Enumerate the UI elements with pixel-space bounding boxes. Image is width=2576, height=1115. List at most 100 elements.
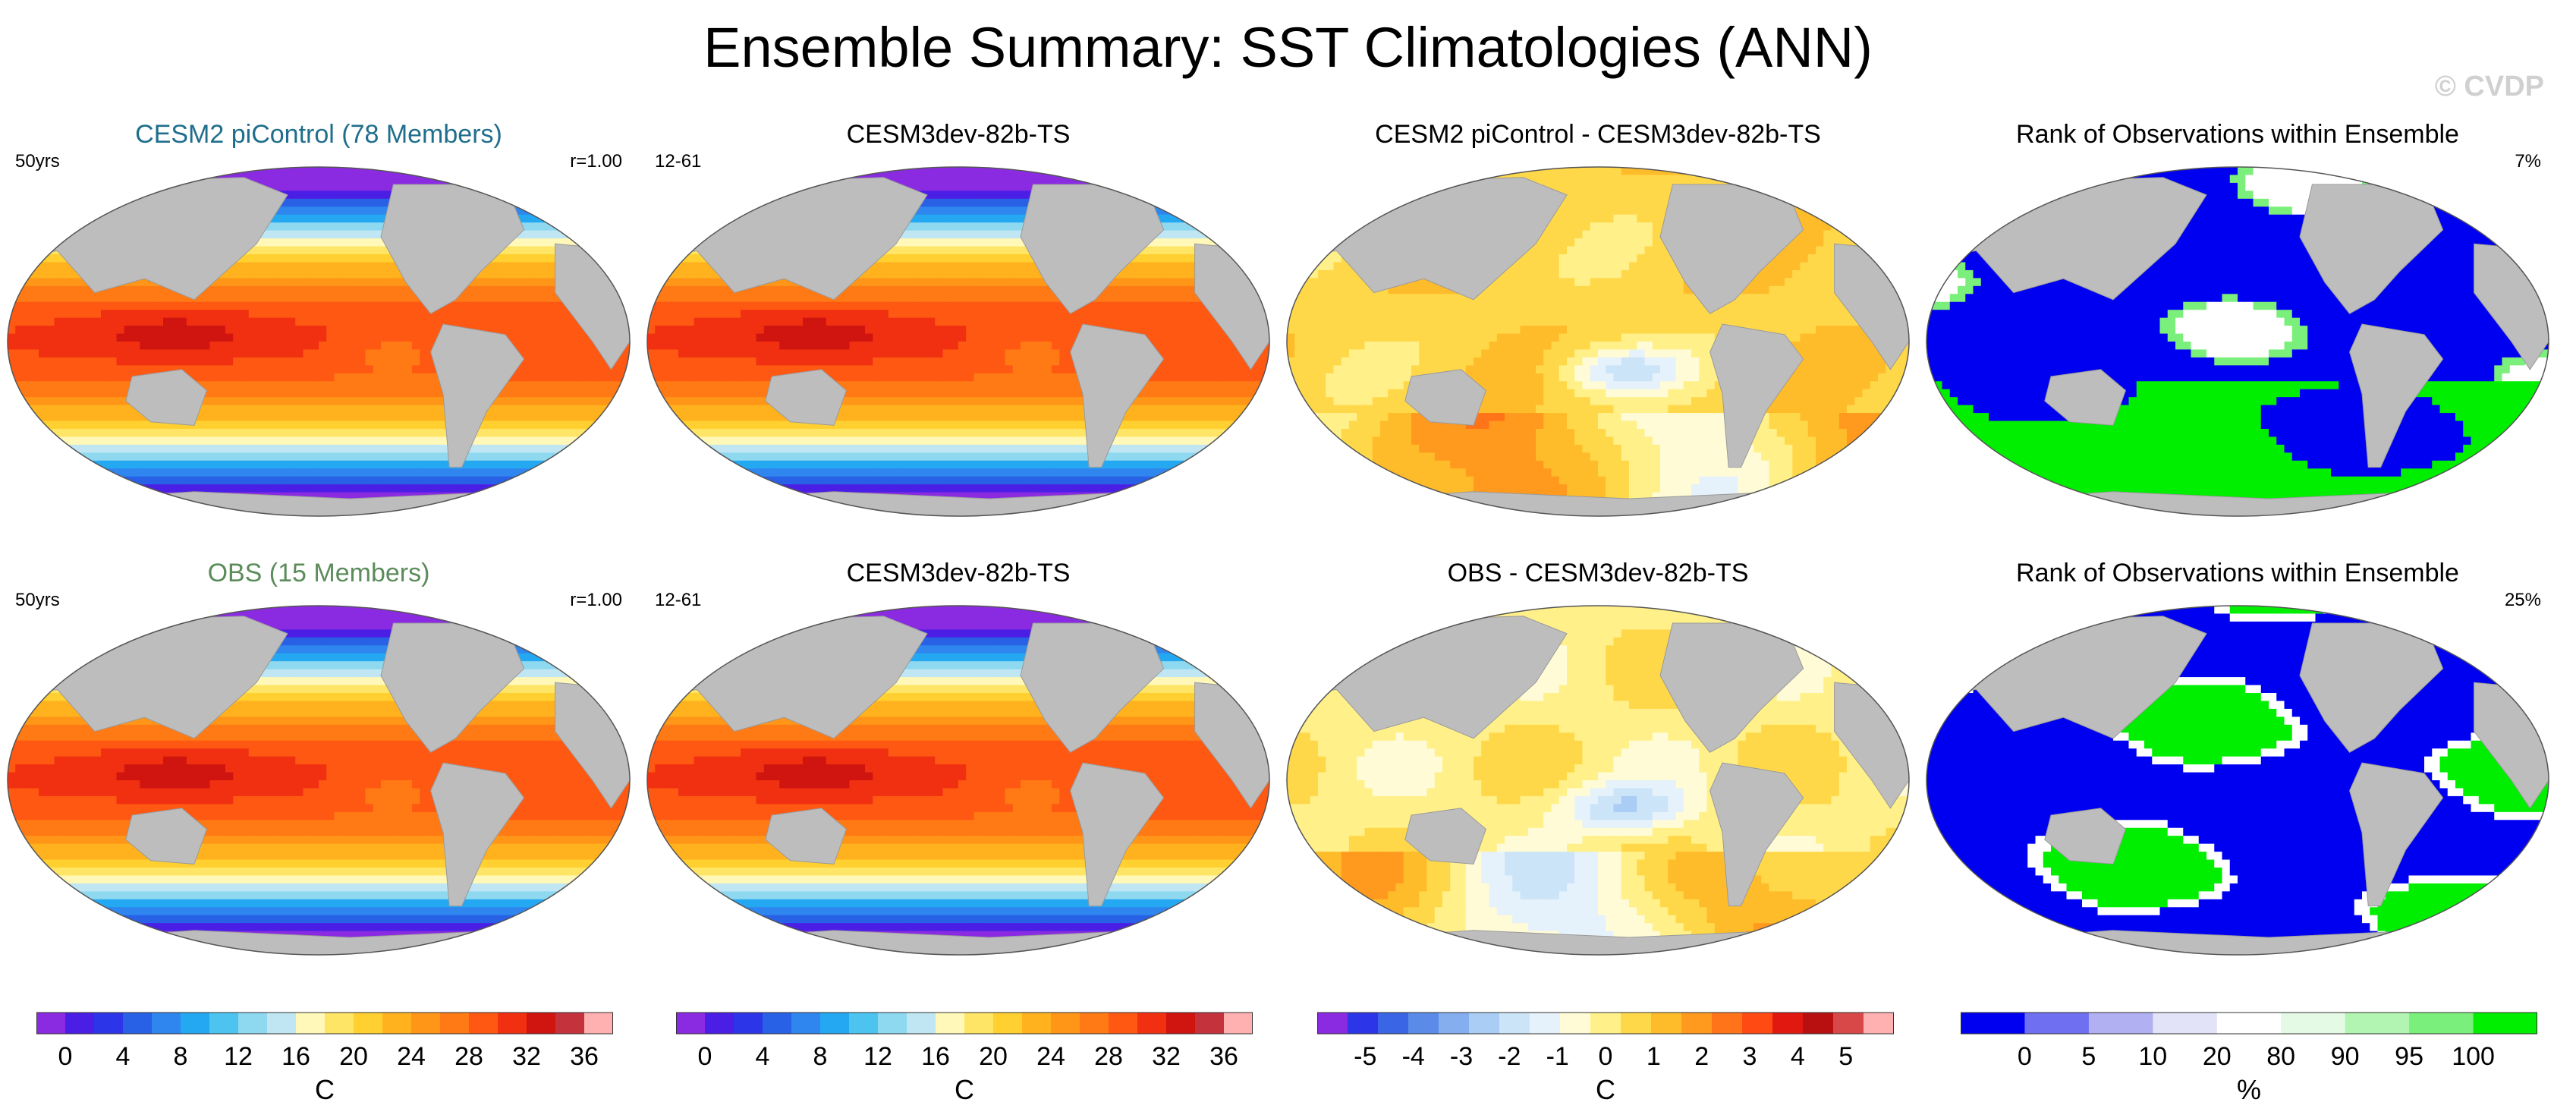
colorbar-box	[555, 1013, 585, 1034]
colorbar-box	[152, 1013, 181, 1034]
map-obs	[7, 605, 631, 956]
colorbar-tick-label: 12	[224, 1041, 253, 1072]
colorbar-box	[584, 1013, 613, 1034]
greenland-land	[2442, 612, 2500, 648]
colorbar-tick-label: 8	[813, 1041, 828, 1072]
colorbar-box	[1499, 1013, 1530, 1034]
australia-land	[765, 808, 847, 865]
panel-correlation-label: r=1.00	[570, 589, 622, 612]
colorbar-box	[993, 1013, 1023, 1034]
colorbar-box	[1742, 1013, 1773, 1034]
panel-cesm3dev-top: CESM3dev-82b-TS 12-61	[640, 114, 1277, 539]
australia-land	[2044, 369, 2126, 426]
colorbar-box	[1681, 1013, 1713, 1034]
colorbar-tick-label: 3	[1743, 1041, 1757, 1072]
colorbar-box	[1560, 1013, 1591, 1034]
colorbar-tick-label: 5	[2081, 1041, 2096, 1072]
panel-difference-bottom: OBS - CESM3dev-82b-TS	[1279, 553, 1917, 978]
colorbar-box	[1109, 1013, 1138, 1034]
map-diff-bottom	[1286, 605, 1910, 956]
map-cesm2-picontrol	[7, 166, 631, 517]
colorbar-box	[849, 1013, 879, 1034]
australia-land	[1404, 369, 1486, 426]
map-outline	[1286, 166, 1910, 517]
australia-land	[2044, 808, 2126, 865]
panel-title: CESM3dev-82b-TS	[640, 557, 1277, 589]
colorbar-tick-label: -2	[1498, 1041, 1521, 1072]
map-outline	[7, 605, 631, 956]
panel-years-label: 50yrs	[15, 150, 60, 173]
greenland-land	[1162, 173, 1221, 209]
colorbar-rank: % 0 5 10 20 80 90 95 100	[1961, 1009, 2537, 1108]
south-america-land	[2349, 762, 2444, 907]
colorbar-tick-label: -4	[1402, 1041, 1425, 1072]
colorbar-box	[1166, 1013, 1196, 1034]
colorbar-box	[1137, 1013, 1167, 1034]
colorbar-tick-label: 10	[2138, 1041, 2167, 1072]
cvdp-watermark: © CVDP	[2435, 70, 2544, 103]
panel-title: OBS - CESM3dev-82b-TS	[1279, 557, 1917, 589]
colorbar-tick-label: 4	[756, 1041, 770, 1072]
colorbar-tick-label: 4	[116, 1041, 131, 1072]
colorbar-box	[354, 1013, 383, 1034]
greenland-land	[1802, 173, 1860, 209]
colorbar-box	[2281, 1013, 2346, 1034]
colorbar-box	[1833, 1013, 1864, 1034]
colorbar-boxes	[676, 1012, 1253, 1035]
colorbar-tick-label: 1	[1647, 1041, 1661, 1072]
colorbar-box	[676, 1013, 706, 1034]
colorbar-tick-label: 0	[58, 1041, 73, 1072]
greenland-land	[523, 173, 581, 209]
panel-title: Rank of Observations within Ensemble	[1919, 557, 2556, 589]
panel-title: OBS (15 Members)	[0, 557, 637, 589]
map-outline	[1926, 605, 2549, 956]
colorbar-box	[411, 1013, 441, 1034]
panel-cesm3dev-bottom: CESM3dev-82b-TS 12-61	[640, 553, 1277, 978]
map-outline	[646, 166, 1270, 517]
australia-land	[765, 369, 847, 426]
panel-rank-bottom: Rank of Observations within Ensemble 25%	[1919, 553, 2556, 978]
colorbar-tick-label: -1	[1546, 1041, 1569, 1072]
colorbar-box	[1961, 1013, 2025, 1034]
panel-title: CESM2 piControl - CESM3dev-82b-TS	[1279, 118, 1917, 150]
colorbar-boxes	[1317, 1012, 1894, 1035]
main-title: Ensemble Summary: SST Climatologies (ANN…	[0, 14, 2576, 82]
colorbar-tick-label: 100	[2452, 1041, 2495, 1072]
colorbar-box	[907, 1013, 936, 1034]
colorbar-box	[65, 1013, 95, 1034]
colorbar-boxes	[36, 1012, 613, 1035]
colorbar-box	[1224, 1013, 1253, 1034]
colorbar-box	[1803, 1013, 1834, 1034]
colorbar-tick-label: 16	[282, 1041, 310, 1072]
map-cesm3dev-top	[646, 166, 1270, 517]
colorbar-box	[325, 1013, 354, 1034]
colorbar-box	[878, 1013, 907, 1034]
panel-rank-top: Rank of Observations within Ensemble 7%	[1919, 114, 2556, 539]
map-diff-top	[1286, 166, 1910, 517]
panel-percent-label: 25%	[2505, 589, 2541, 612]
greenland-land	[1802, 612, 1860, 648]
colorbar-box	[1590, 1013, 1621, 1034]
colorbar-unit: C	[36, 1075, 613, 1105]
colorbar-tick-label: 90	[2331, 1041, 2360, 1072]
colorbar-box	[296, 1013, 326, 1034]
panel-obs: OBS (15 Members) 50yrs r=1.00	[0, 553, 637, 978]
colorbar-box	[267, 1013, 297, 1034]
colorbar-box	[2153, 1013, 2218, 1034]
colorbar-box	[440, 1013, 470, 1034]
colorbar-box	[2345, 1013, 2410, 1034]
colorbar-tick-label: -5	[1354, 1041, 1376, 1072]
colorbar-sst-left: C 0 4 8 12 16 20 24 28 32 36	[36, 1009, 613, 1108]
panel-years-label: 50yrs	[15, 589, 60, 612]
colorbar-box	[36, 1013, 66, 1034]
colorbar-box	[791, 1013, 821, 1034]
panel-title: CESM3dev-82b-TS	[640, 118, 1277, 150]
greenland-land	[523, 612, 581, 648]
colorbar-tick-label: 36	[570, 1041, 599, 1072]
colorbar-box	[2409, 1013, 2474, 1034]
colorbar-sst-right: C 0 4 8 12 16 20 24 28 32 36	[676, 1009, 1253, 1108]
panel-percent-label: 7%	[2515, 150, 2541, 173]
map-outline	[7, 166, 631, 517]
colorbar-tick-label: 36	[1209, 1041, 1238, 1072]
colorbar-unit: C	[1317, 1075, 1894, 1105]
